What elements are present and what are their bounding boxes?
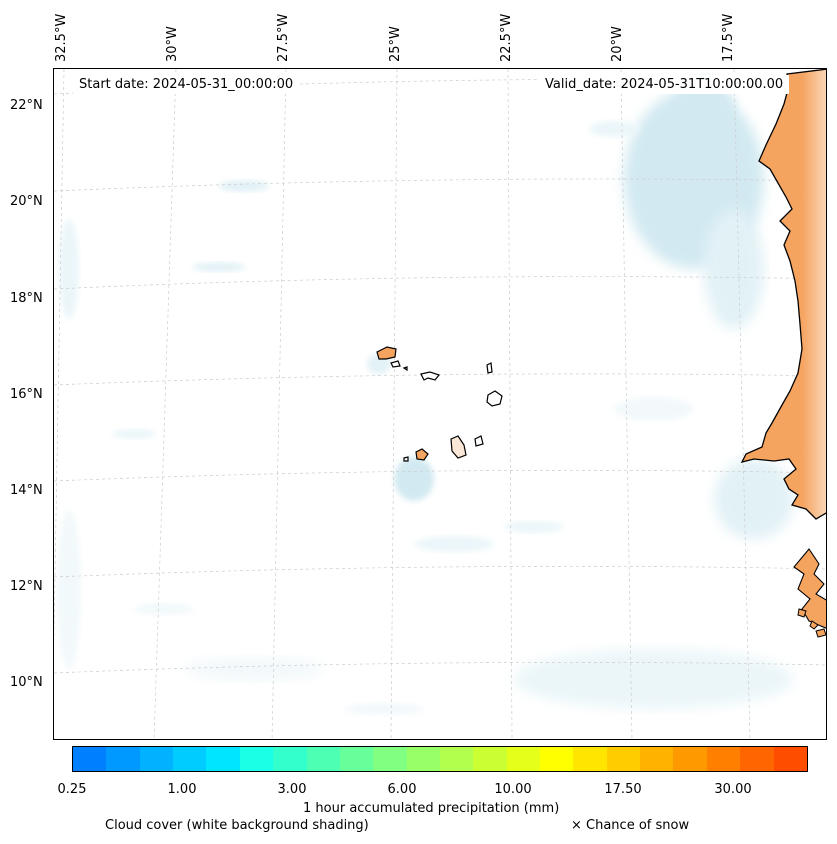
colorbar-swatch xyxy=(540,747,574,771)
colorbar-swatch xyxy=(139,747,174,771)
start-date-label: Start date: 2024-05-31_00:00:00 xyxy=(73,75,300,94)
lat-label-14n: 14°N xyxy=(10,483,43,498)
bissagos-islands xyxy=(797,608,826,638)
cloud-cover-layer xyxy=(57,79,794,715)
colorbar-tick-10-00: 10.00 xyxy=(494,782,532,797)
graticule xyxy=(54,69,826,739)
island-maio xyxy=(474,435,484,447)
colorbar-tick-17-50: 17.50 xyxy=(604,782,642,797)
colorbar-swatch xyxy=(773,747,807,771)
colorbar-swatch xyxy=(239,747,274,771)
colorbar-swatch xyxy=(673,747,707,771)
colorbar-swatch xyxy=(606,747,641,771)
lon-label-17-5w: 17.5°W xyxy=(721,13,736,62)
colorbar-swatch xyxy=(706,747,741,771)
lat-label-10n: 10°N xyxy=(10,675,43,690)
island-sal xyxy=(486,362,493,374)
africa-coast xyxy=(740,69,826,520)
cloud-cover-note: Cloud cover (white background shading) xyxy=(105,818,369,833)
colorbar-swatch xyxy=(439,747,474,771)
colorbar-swatch xyxy=(173,747,207,771)
colorbar-swatch xyxy=(206,747,240,771)
lat-label-16n: 16°N xyxy=(10,387,43,402)
colorbar-tick-30-00: 30.00 xyxy=(714,782,752,797)
cape-verde-islands xyxy=(376,346,503,462)
colorbar-swatch xyxy=(106,747,140,771)
colorbar-label: 1 hour accumulated precipitation (mm) xyxy=(303,801,560,816)
colorbar-tick-1-00: 1.00 xyxy=(167,782,197,797)
lon-label-25w: 25°W xyxy=(388,26,403,62)
snow-chance-note: × Chance of snow xyxy=(571,818,690,833)
lon-label-27-5w: 27.5°W xyxy=(276,13,291,62)
island-boa-vista xyxy=(486,390,503,407)
lat-label-12n: 12°N xyxy=(10,579,43,594)
colorbar-tick-0-25: 0.25 xyxy=(57,782,87,797)
colorbar-swatch xyxy=(640,747,674,771)
island-fogo xyxy=(415,448,429,461)
precipitation-colorbar xyxy=(72,746,808,772)
coast-inlet-lower xyxy=(793,548,826,629)
map-panel[interactable] xyxy=(53,68,827,740)
lat-label-18n: 18°N xyxy=(10,291,43,306)
colorbar-swatch xyxy=(73,747,107,771)
island-santo-antao xyxy=(376,346,397,360)
colorbar-swatch xyxy=(306,747,340,771)
map-canvas xyxy=(54,69,826,739)
colorbar-swatch xyxy=(740,747,774,771)
colorbar-swatch xyxy=(339,747,374,771)
island-santiago xyxy=(450,435,467,459)
lon-label-30w: 30°W xyxy=(165,26,180,62)
colorbar-swatch xyxy=(506,747,541,771)
island-sao-nicolau xyxy=(420,371,441,381)
lat-label-22n: 22°N xyxy=(10,98,43,113)
colorbar-swatch xyxy=(373,747,407,771)
colorbar-swatch xyxy=(406,747,440,771)
colorbar-tick-6-00: 6.00 xyxy=(387,782,417,797)
lon-label-32-5w: 32.5°W xyxy=(54,13,69,62)
island-santa-luzia xyxy=(402,366,408,372)
colorbar-swatch xyxy=(473,747,507,771)
lat-label-20n: 20°N xyxy=(10,194,43,209)
lon-label-20w: 20°W xyxy=(610,26,625,62)
colorbar-swatch xyxy=(273,747,307,771)
island-brava xyxy=(403,456,409,462)
lon-label-22-5w: 22.5°W xyxy=(499,13,514,62)
island-sao-vicente xyxy=(390,360,401,368)
valid-date-label: Valid_date: 2024-05-31T10:00:00.00 xyxy=(539,75,790,94)
colorbar-tick-3-00: 3.00 xyxy=(277,782,307,797)
colorbar-swatch xyxy=(573,747,607,771)
